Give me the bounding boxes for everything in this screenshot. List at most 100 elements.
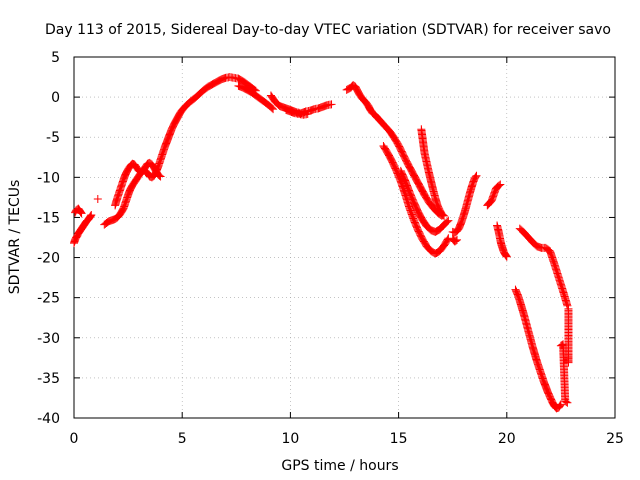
data-point <box>366 105 375 114</box>
grid <box>74 57 615 418</box>
data-point <box>268 104 277 113</box>
x-tick-label: 20 <box>498 431 516 447</box>
data-point <box>207 80 216 89</box>
data-point <box>563 398 572 407</box>
data-point <box>362 98 371 107</box>
data-point <box>118 205 127 214</box>
data-point <box>143 169 152 178</box>
y-axis-label: SDTVAR / TECUs <box>7 180 23 295</box>
data-point <box>303 109 312 118</box>
data-point <box>245 87 254 96</box>
data-point <box>204 82 213 91</box>
data-point <box>557 340 566 349</box>
data-point <box>453 226 462 235</box>
data-point <box>176 109 185 118</box>
data-point <box>419 217 428 226</box>
data-point <box>213 77 222 86</box>
y-tick-label: -40 <box>37 411 60 427</box>
data-point <box>327 100 336 109</box>
data-point <box>243 85 252 94</box>
data-point <box>471 173 480 182</box>
data-point <box>444 216 453 225</box>
data-point <box>532 241 541 250</box>
plot-frame <box>73 56 616 419</box>
data-point <box>130 178 139 187</box>
y-tick-label: 0 <box>51 90 60 106</box>
data-point <box>132 174 141 183</box>
data-point <box>209 79 218 88</box>
data-point <box>495 181 504 190</box>
data-point <box>102 219 111 228</box>
x-axis-label: GPS time / hours <box>281 458 398 474</box>
x-tick-label: 25 <box>606 431 624 447</box>
data-point <box>269 94 278 103</box>
data-point <box>388 131 397 140</box>
data-point <box>266 103 275 112</box>
data-point <box>556 400 565 409</box>
data-point <box>388 130 397 139</box>
data-point <box>419 216 428 225</box>
data-point <box>154 170 163 179</box>
data-point <box>418 215 427 224</box>
data-point <box>124 165 133 174</box>
data-point <box>471 172 480 181</box>
data-point <box>269 105 278 114</box>
data-point <box>132 176 141 185</box>
data-point <box>205 82 214 91</box>
data-point <box>115 211 124 220</box>
data-point <box>103 218 112 227</box>
data-point <box>555 402 564 411</box>
y-tick-label: -5 <box>46 130 60 146</box>
data-point <box>544 246 553 255</box>
data-point <box>472 171 481 180</box>
data-point <box>244 86 253 95</box>
x-tick-label: 0 <box>70 431 79 447</box>
data-point <box>128 181 137 190</box>
data-point <box>235 75 244 84</box>
data-point <box>242 85 251 94</box>
data-point <box>76 207 85 216</box>
x-tick-label: 10 <box>281 431 299 447</box>
data-point <box>502 252 511 261</box>
data-point <box>206 81 215 90</box>
data-point <box>211 78 220 87</box>
data-point <box>156 172 165 181</box>
data-point <box>432 248 441 257</box>
data-point <box>129 179 138 188</box>
data-point <box>129 180 138 189</box>
data-point <box>147 160 156 169</box>
data-point <box>432 227 441 236</box>
data-point <box>239 84 248 93</box>
data-point <box>274 100 283 109</box>
data-point <box>240 84 249 93</box>
data-point <box>86 211 95 220</box>
data-point <box>451 236 460 245</box>
data-point <box>385 127 394 136</box>
data-point <box>152 167 161 176</box>
data-point <box>494 182 503 191</box>
data-point <box>561 397 570 406</box>
data-point <box>453 235 462 244</box>
y-tick-label: -15 <box>37 210 60 226</box>
data-point <box>502 251 511 260</box>
data-point <box>210 79 219 88</box>
x-tick-label: 15 <box>390 431 408 447</box>
data-point <box>563 301 572 310</box>
data-point <box>562 397 571 406</box>
data-point <box>386 128 395 137</box>
y-tick-label: -10 <box>37 170 60 186</box>
data-point <box>131 177 140 186</box>
data-point <box>554 403 563 412</box>
data-point <box>425 225 434 234</box>
data-points <box>70 73 573 413</box>
data-point <box>87 211 96 220</box>
data-point <box>236 75 245 84</box>
data-point <box>355 90 364 99</box>
data-point <box>93 194 102 203</box>
data-point <box>132 162 141 171</box>
data-point <box>443 217 452 226</box>
data-point <box>438 211 447 220</box>
data-point <box>212 77 221 86</box>
data-point <box>496 180 505 189</box>
